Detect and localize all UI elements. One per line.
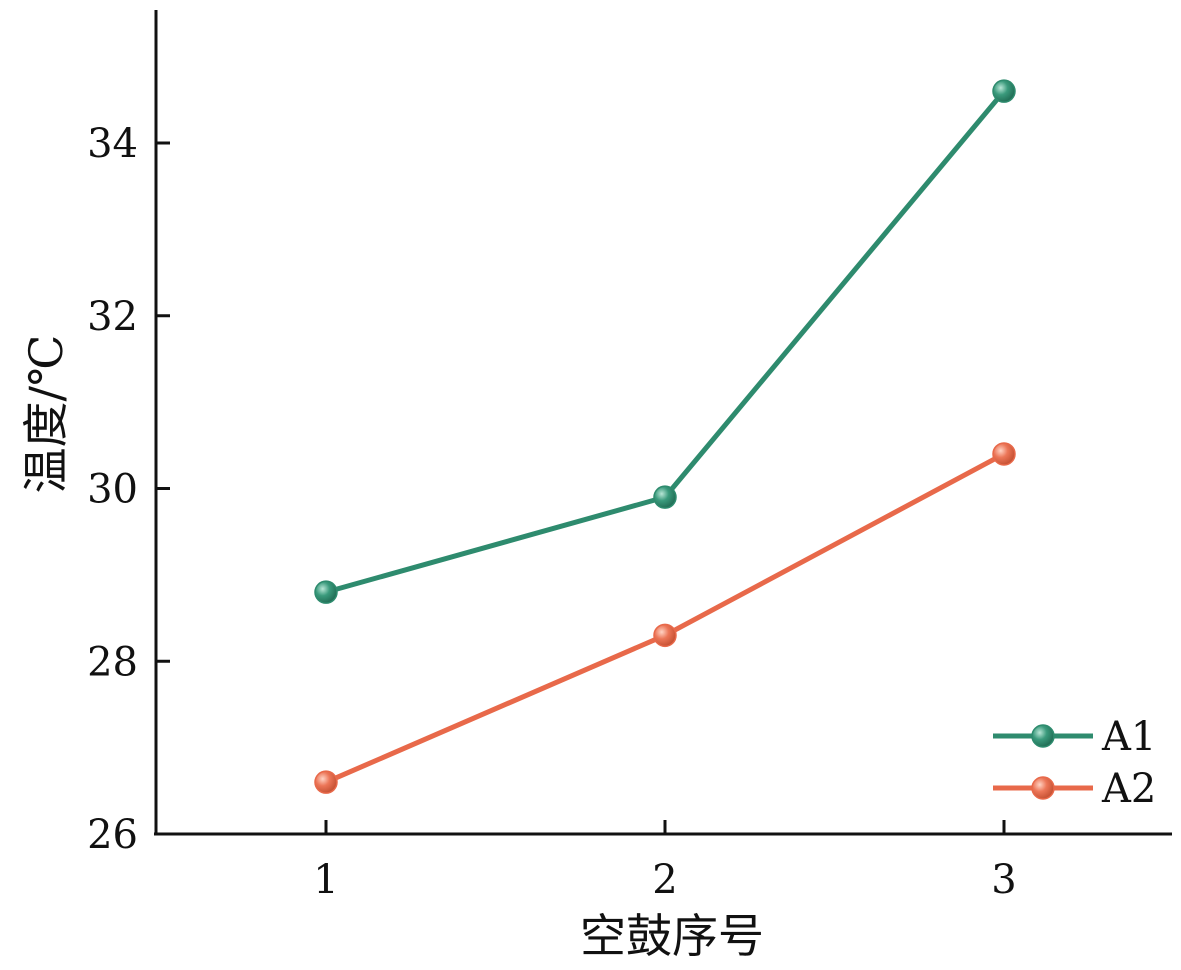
x-axis-ticks: 1 2 3 xyxy=(313,820,1017,903)
legend-item-A1: A1 xyxy=(993,714,1156,760)
data-point-A1 xyxy=(653,485,677,509)
legend-item-A2: A2 xyxy=(993,766,1156,812)
series-A1 xyxy=(314,79,1016,604)
data-point-A2 xyxy=(992,442,1016,466)
legend-label: A1 xyxy=(1101,714,1156,760)
legend-swatch-marker xyxy=(1031,724,1055,748)
data-point-A1 xyxy=(314,580,338,604)
x-tick-label: 2 xyxy=(652,857,677,903)
y-tick-label: 28 xyxy=(87,639,138,685)
y-tick-label: 34 xyxy=(87,121,138,167)
series-layer xyxy=(314,79,1016,794)
data-point-A2 xyxy=(653,623,677,648)
series-A2 xyxy=(314,442,1016,794)
y-axis-ticks: 26 28 30 32 34 xyxy=(87,121,170,858)
x-tick-label: 1 xyxy=(313,857,338,903)
data-point-A1 xyxy=(992,79,1016,103)
data-point-A2 xyxy=(314,770,338,794)
y-tick-label: 30 xyxy=(87,467,138,513)
y-tick-label: 26 xyxy=(87,812,138,858)
y-axis-title: 温度/℃ xyxy=(19,335,73,494)
legend-swatch-marker xyxy=(1031,776,1055,800)
series-line-A1 xyxy=(325,89,1006,595)
x-axis-title: 空鼓序号 xyxy=(580,909,764,963)
y-tick-label: 32 xyxy=(87,294,138,340)
x-tick-label: 3 xyxy=(991,857,1016,903)
legend-label: A2 xyxy=(1101,766,1156,812)
